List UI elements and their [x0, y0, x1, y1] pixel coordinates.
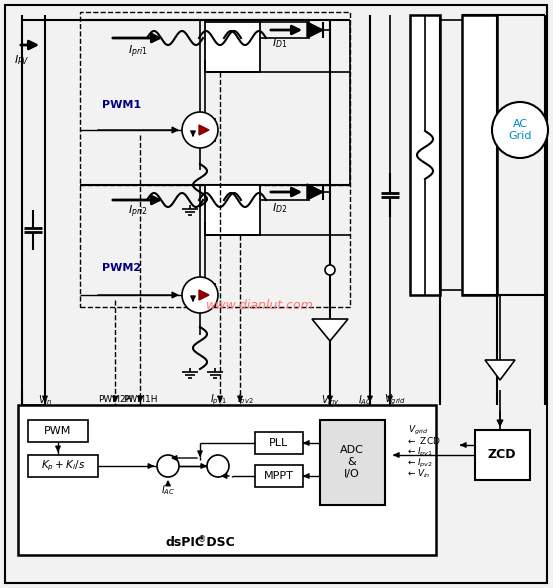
Circle shape	[207, 455, 229, 477]
Polygon shape	[307, 184, 323, 200]
Text: $\leftarrow$ ZCD: $\leftarrow$ ZCD	[406, 436, 441, 446]
Text: MPPT: MPPT	[264, 471, 294, 481]
Polygon shape	[485, 360, 515, 380]
Polygon shape	[307, 22, 323, 38]
Polygon shape	[199, 290, 209, 300]
Bar	[475, 430, 530, 480]
Text: $V_{inv}$: $V_{inv}$	[321, 393, 340, 407]
Text: $V_{grid}$: $V_{grid}$	[384, 393, 406, 407]
Bar	[320, 420, 385, 505]
Text: ADC
&
I/O: ADC & I/O	[340, 445, 364, 479]
Circle shape	[182, 112, 218, 148]
Polygon shape	[312, 319, 348, 341]
Text: dsPIC: dsPIC	[165, 536, 205, 550]
Text: AC
Grid: AC Grid	[508, 119, 532, 141]
Circle shape	[157, 455, 179, 477]
Text: $I_{D2}$: $I_{D2}$	[272, 201, 288, 215]
Text: $I_{pv2}$: $I_{pv2}$	[237, 393, 253, 407]
Text: $I_{PV}$: $I_{PV}$	[14, 53, 30, 67]
Text: $I_{D1}$: $I_{D1}$	[272, 36, 288, 50]
Text: $I_{pv1}$: $I_{pv1}$	[210, 393, 226, 407]
Text: PWM2: PWM2	[102, 263, 141, 273]
Text: ZCD: ZCD	[488, 449, 517, 462]
Bar	[205, 22, 260, 72]
Text: PWM1H: PWM1H	[123, 396, 157, 405]
Text: www.dianlut.com: www.dianlut.com	[206, 299, 314, 312]
Circle shape	[492, 102, 548, 158]
Text: PWM2H: PWM2H	[98, 396, 132, 405]
Bar	[205, 185, 260, 235]
Text: PLL: PLL	[269, 438, 289, 448]
Text: $\leftarrow I_{pv2}$: $\leftarrow I_{pv2}$	[406, 456, 433, 470]
Bar	[18, 405, 436, 555]
Circle shape	[325, 265, 335, 275]
Bar	[28, 455, 98, 477]
Bar	[410, 15, 440, 295]
Text: $\leftarrow V_{in}$: $\leftarrow V_{in}$	[406, 467, 431, 480]
Text: $I_{pri1}$: $I_{pri1}$	[128, 44, 148, 60]
Text: DSC: DSC	[202, 536, 234, 550]
Text: $I_{AC}$: $I_{AC}$	[161, 483, 175, 497]
Text: $V_{grid}$: $V_{grid}$	[408, 423, 429, 436]
Bar	[255, 465, 303, 487]
Circle shape	[182, 277, 218, 313]
Bar	[28, 420, 88, 442]
Text: $I_{pri2}$: $I_{pri2}$	[128, 204, 148, 220]
Text: $I_{AC}$: $I_{AC}$	[358, 393, 372, 407]
Text: PWM1: PWM1	[102, 100, 141, 110]
Text: PWM: PWM	[44, 426, 72, 436]
Text: $K_p + K_i/s$: $K_p + K_i/s$	[41, 459, 85, 473]
Text: ®: ®	[198, 536, 206, 544]
Bar	[80, 12, 350, 307]
Bar	[255, 432, 303, 454]
Polygon shape	[199, 125, 209, 135]
Bar	[462, 15, 497, 295]
Text: $V_{in}$: $V_{in}$	[38, 393, 52, 407]
Text: $\leftarrow I_{pv1}$: $\leftarrow I_{pv1}$	[406, 446, 433, 459]
